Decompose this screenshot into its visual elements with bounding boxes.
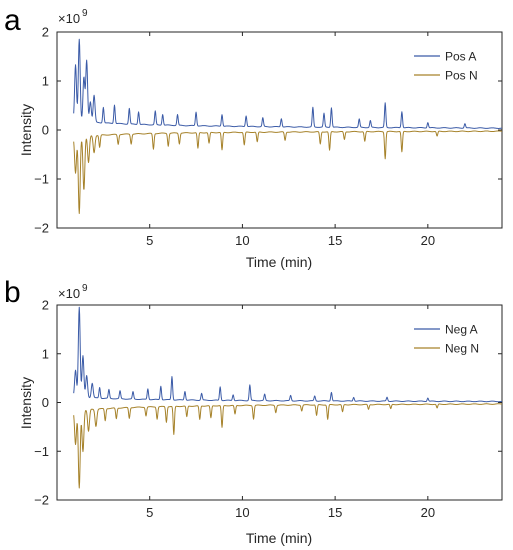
panel-a-multiplier-text: ×10 — [58, 11, 80, 26]
panel-a-y-multiplier: ×10 9 — [58, 8, 88, 26]
panel-a-series-line-2 — [73, 130, 503, 214]
panel-a: a ×10 9 Intensity Time (min) 5 10 15 20−2−1… — [4, 4, 503, 270]
panel-b-y-tick-label: 1 — [42, 346, 49, 361]
panel-a-y-tick-label: 0 — [42, 123, 49, 138]
panel-b-x-axis-label: Time (min) — [246, 530, 312, 546]
panel-a-x-axis-label: Time (min) — [246, 254, 312, 270]
panel-a-series-line-1 — [73, 38, 503, 129]
panel-b-y-tick-label: 0 — [42, 395, 49, 410]
panel-b-multiplier-text: ×10 — [58, 286, 80, 301]
panel-b-exponent-text: 9 — [82, 283, 88, 294]
panel-b-x-tick-label: 10 — [235, 505, 249, 520]
panel-b-y-axis-label: Intensity — [18, 377, 34, 429]
panel-b-plot: 5 10 15 20 −2 −1 0 1 2 Neg A Neg N — [34, 298, 503, 520]
panel-a-x-tick-label: 10 — [235, 233, 249, 248]
panel-a-x-tick-label: 15 — [328, 233, 342, 248]
panel-b-series-line-2 — [73, 403, 503, 489]
panel-a-x-tick-label: 5 — [146, 233, 153, 248]
panel-a-y-axis-label: Intensity — [18, 104, 34, 156]
panel-b-legend-label: Neg N — [445, 342, 479, 356]
panel-a-y-tick-label: −1 — [34, 172, 49, 187]
panel-a-legend — [410, 44, 496, 84]
panel-b-series-line-1 — [73, 306, 503, 403]
panel-b-legend-label: Neg A — [445, 323, 478, 337]
panel-a-x-tick-label: 20 — [421, 233, 435, 248]
panel-b-x-tick-label: 20 — [421, 505, 435, 520]
panel-a-y-tick-label: −2 — [34, 221, 49, 236]
panel-b-y-multiplier: ×10 9 — [58, 283, 88, 301]
panel-b: b ×10 9 Intensity Time (min) 5 10 15 20−2−1… — [4, 276, 503, 546]
panel-a-legend-label: Pos A — [445, 50, 476, 64]
panel-a-plot: 5 10 15 20 −2 −1 0 1 2 Pos A Pos N — [34, 25, 503, 248]
panel-b-legend — [410, 317, 496, 357]
panel-a-letter: a — [4, 4, 21, 37]
panel-b-x-tick-label: 5 — [146, 505, 153, 520]
panel-b-y-tick-label: 2 — [42, 298, 49, 313]
panel-b-x-tick-label: 15 — [328, 505, 342, 520]
panel-a-legend-label: Pos N — [445, 69, 478, 83]
panel-b-y-tick-label: −1 — [34, 444, 49, 459]
panel-a-exponent-text: 9 — [82, 8, 88, 19]
panel-a-y-tick-label: 1 — [42, 74, 49, 89]
panel-b-letter: b — [4, 276, 21, 309]
panel-b-y-tick-label: −2 — [34, 493, 49, 508]
panel-a-y-tick-label: 2 — [42, 25, 49, 40]
